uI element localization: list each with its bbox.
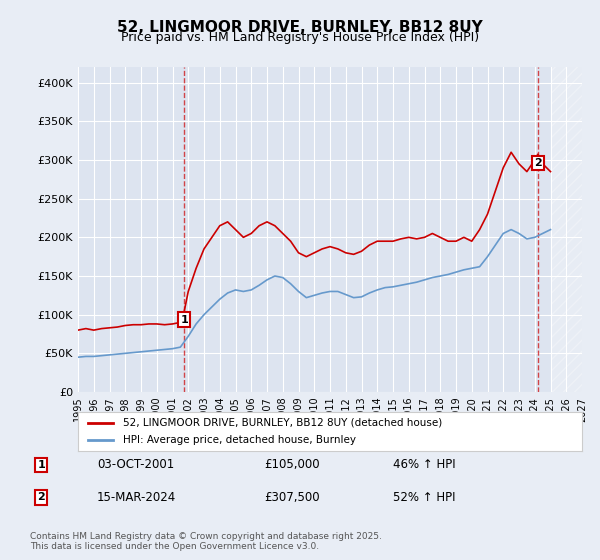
Text: 03-OCT-2001: 03-OCT-2001: [97, 458, 174, 472]
Text: 1: 1: [181, 315, 188, 325]
Text: £307,500: £307,500: [265, 491, 320, 504]
Text: 52, LINGMOOR DRIVE, BURNLEY, BB12 8UY: 52, LINGMOOR DRIVE, BURNLEY, BB12 8UY: [117, 20, 483, 35]
Text: 52% ↑ HPI: 52% ↑ HPI: [392, 491, 455, 504]
Text: £105,000: £105,000: [265, 458, 320, 472]
Text: 15-MAR-2024: 15-MAR-2024: [97, 491, 176, 504]
Text: 2: 2: [534, 158, 542, 168]
Text: Price paid vs. HM Land Registry's House Price Index (HPI): Price paid vs. HM Land Registry's House …: [121, 31, 479, 44]
Text: 2: 2: [37, 492, 45, 502]
Text: 46% ↑ HPI: 46% ↑ HPI: [392, 458, 455, 472]
Text: 52, LINGMOOR DRIVE, BURNLEY, BB12 8UY (detached house): 52, LINGMOOR DRIVE, BURNLEY, BB12 8UY (d…: [124, 418, 443, 428]
Bar: [551, 67, 582, 392]
Text: HPI: Average price, detached house, Burnley: HPI: Average price, detached house, Burn…: [124, 435, 356, 445]
Text: Contains HM Land Registry data © Crown copyright and database right 2025.
This d: Contains HM Land Registry data © Crown c…: [30, 532, 382, 552]
Text: 1: 1: [37, 460, 45, 470]
